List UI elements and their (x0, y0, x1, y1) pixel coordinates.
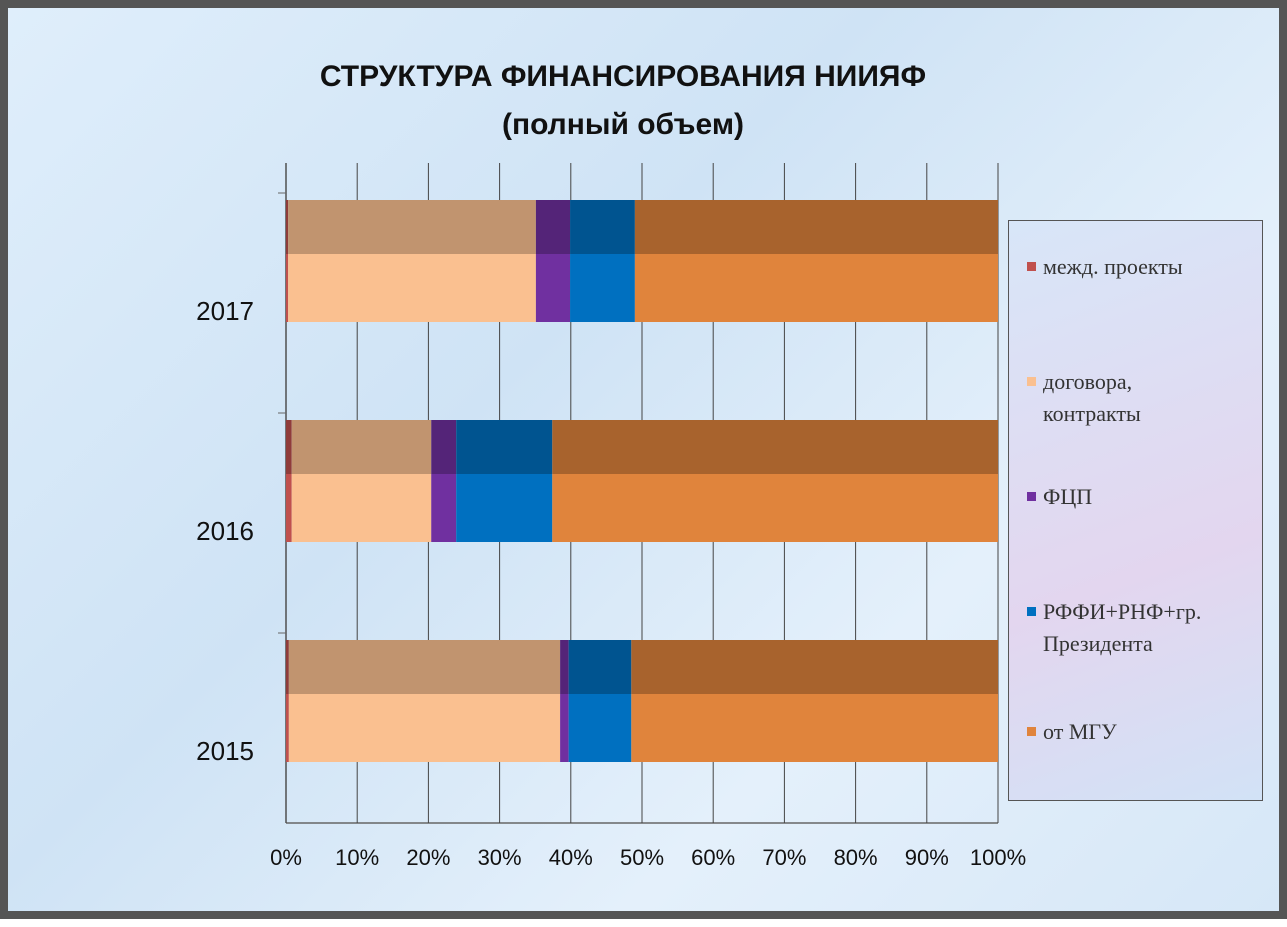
bar (568, 694, 632, 762)
bar-top (560, 640, 569, 694)
bar (634, 254, 998, 322)
bar-top (570, 200, 635, 254)
legend-swatch (1027, 262, 1036, 271)
bar-top (291, 420, 432, 474)
bar (288, 694, 561, 762)
legend-label: ФЦП (1043, 484, 1093, 509)
bar-top (288, 640, 561, 694)
bar-top (286, 420, 292, 474)
bar (286, 474, 292, 542)
bar (560, 694, 569, 762)
bar (291, 474, 432, 542)
bar (431, 474, 457, 542)
bar-top (456, 420, 553, 474)
legend-label: договора, контракты (1043, 369, 1141, 426)
bar-top (286, 640, 289, 694)
x-tick-label: 10% (335, 845, 379, 870)
bar (286, 254, 289, 322)
x-tick-label: 60% (691, 845, 735, 870)
bar (570, 254, 635, 322)
y-tick-label: 2016 (196, 516, 254, 546)
legend-item: договора, контракты (1027, 366, 1273, 430)
bar-top (286, 200, 289, 254)
legend-swatch (1027, 492, 1036, 501)
chart-subtitle: (полный объем) (502, 108, 744, 141)
bar-top (634, 200, 998, 254)
legend-label: межд. проекты (1043, 254, 1183, 279)
bar (456, 474, 553, 542)
bar-top (631, 640, 998, 694)
x-tick-label: 40% (549, 845, 593, 870)
legend-item: от МГУ (1027, 716, 1273, 748)
bar-top (431, 420, 457, 474)
bar (631, 694, 998, 762)
x-tick-label: 0% (270, 845, 302, 870)
chart-title: СТРУКТУРА ФИНАНСИРОВАНИЯ НИИЯФ (320, 60, 926, 93)
legend-swatch (1027, 727, 1036, 736)
x-tick-label: 90% (905, 845, 949, 870)
x-tick-label: 30% (478, 845, 522, 870)
legend-item: межд. проекты (1027, 251, 1273, 283)
legend-item: ФЦП (1027, 481, 1273, 513)
legend-item: РФФИ+РНФ+гр. Президента (1027, 596, 1273, 660)
x-tick-label: 50% (620, 845, 664, 870)
bar-top (552, 420, 998, 474)
legend-label: от МГУ (1043, 719, 1117, 744)
bar-top (568, 640, 632, 694)
y-tick-label: 2015 (196, 736, 254, 766)
bar (552, 474, 998, 542)
x-tick-label: 100% (970, 845, 1026, 870)
bar (286, 694, 289, 762)
x-tick-label: 20% (406, 845, 450, 870)
legend: межд. проекты договора, контракты ФЦП РФФИ+… (1008, 220, 1263, 801)
bar-top (535, 200, 571, 254)
legend-swatch (1027, 607, 1036, 616)
x-tick-label: 70% (762, 845, 806, 870)
y-tick-label: 2017 (196, 296, 254, 326)
x-tick-label: 80% (834, 845, 878, 870)
chart: СТРУКТУРА ФИНАНСИРОВАНИЯ НИИЯФ (полный о… (196, 60, 1026, 870)
legend-label: РФФИ+РНФ+гр. Президента (1043, 599, 1202, 656)
legend-swatch (1027, 377, 1036, 386)
bar-top (288, 200, 536, 254)
bar (288, 254, 536, 322)
bar (535, 254, 571, 322)
